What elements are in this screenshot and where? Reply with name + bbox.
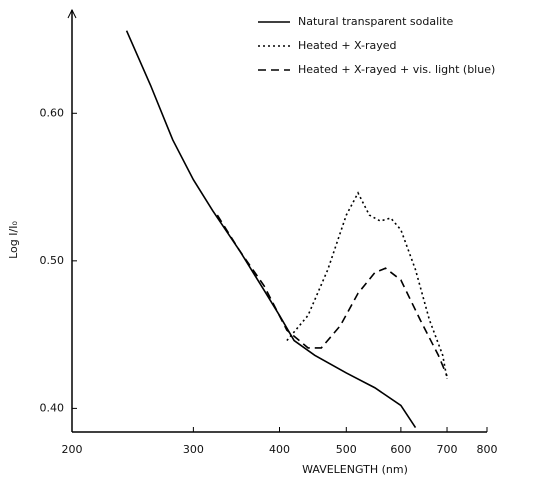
y-tick-label: 0.60 xyxy=(40,106,65,119)
line xyxy=(286,191,448,380)
legend-label: Natural transparent sodalite xyxy=(298,15,454,28)
y-tick-label: 0.50 xyxy=(40,254,65,267)
x-tick-label: 300 xyxy=(183,443,204,456)
x-tick-label: 600 xyxy=(390,443,411,456)
line xyxy=(216,214,448,377)
y-tick-label: 0.40 xyxy=(40,401,65,414)
legend-label: Heated + X-rayed + vis. light (blue) xyxy=(298,63,495,76)
x-tick-label: 500 xyxy=(336,443,357,456)
legend-label: Heated + X-rayed xyxy=(298,39,397,52)
x-axis-label: WAVELENGTH (nm) xyxy=(302,463,408,476)
x-tick-label: 800 xyxy=(477,443,498,456)
x-tick-label: 400 xyxy=(269,443,290,456)
x-tick-label: 200 xyxy=(62,443,83,456)
y-axis-label: Log I/I₀ xyxy=(7,221,20,259)
x-tick-label: 700 xyxy=(437,443,458,456)
axis-arrow xyxy=(67,8,77,19)
line xyxy=(125,30,417,429)
